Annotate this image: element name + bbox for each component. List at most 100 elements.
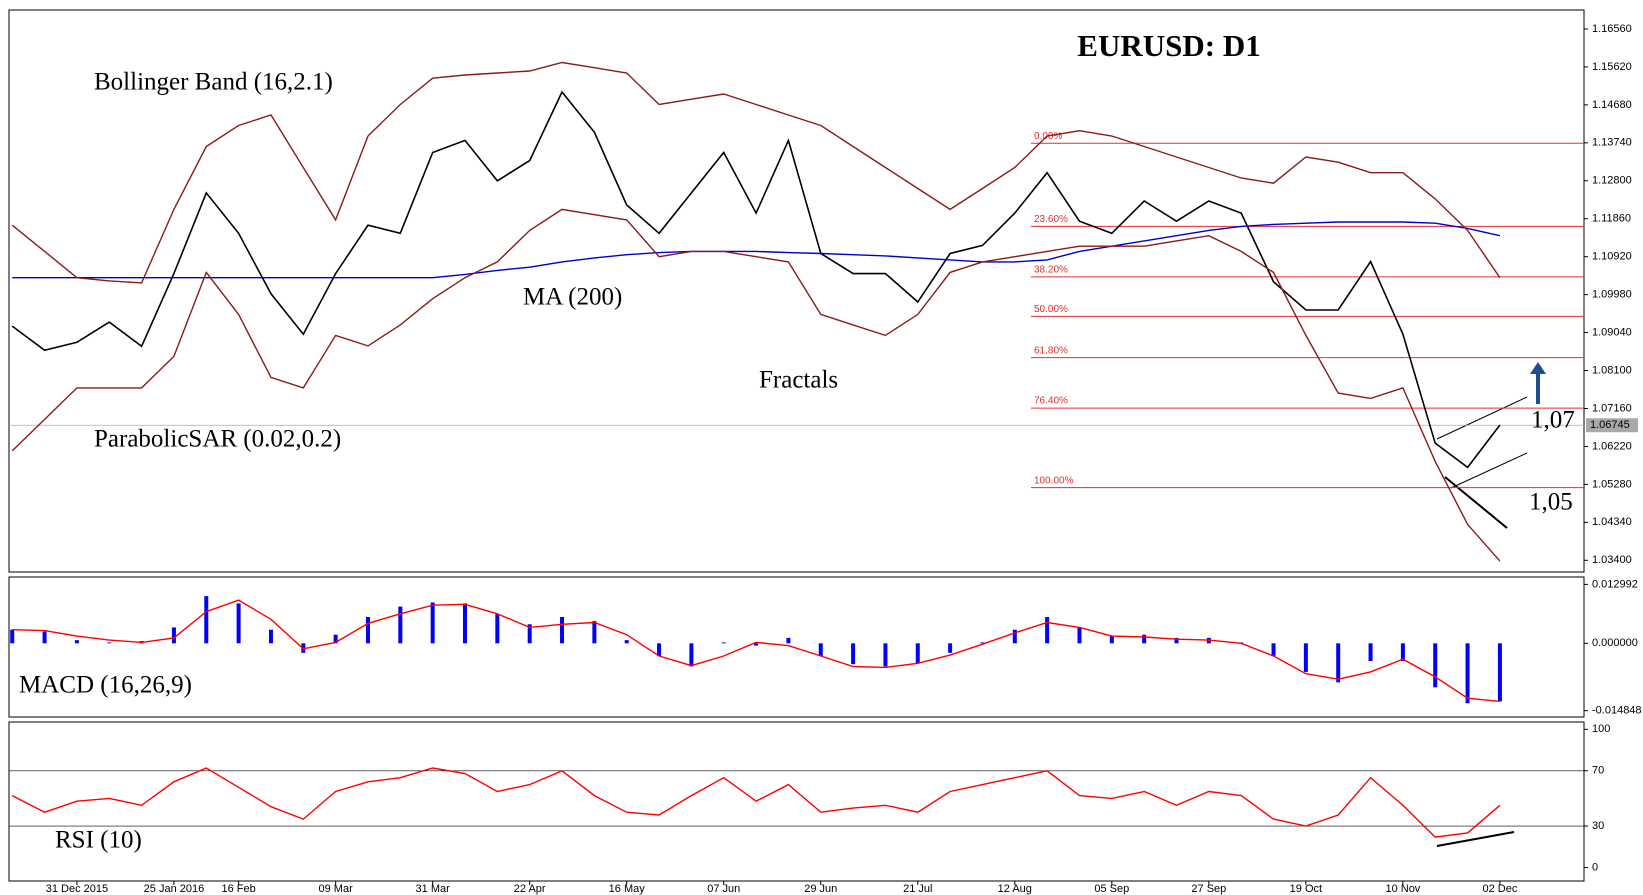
histogram-bar <box>883 643 888 667</box>
x-tick-label: 27 Sep <box>1191 883 1226 895</box>
x-tick-label: 25 Jan 2016 <box>144 883 205 895</box>
histogram-bar <box>495 613 500 644</box>
histogram-bar <box>1174 637 1179 644</box>
histogram-bar <box>560 617 565 644</box>
histogram-bar <box>1400 643 1405 662</box>
histogram-bar <box>398 606 403 644</box>
histogram-bar <box>1045 617 1050 644</box>
y-tick-label: 1.05280 <box>1592 478 1632 490</box>
y-tick-label: 30 <box>1592 820 1604 832</box>
fib-label: 100.00% <box>1034 475 1074 486</box>
x-tick-label: 12 Aug <box>998 883 1032 895</box>
histogram-bar <box>10 629 15 644</box>
channel-upper <box>1436 396 1528 440</box>
histogram-bar <box>1303 643 1308 672</box>
y-tick-label: 1.12800 <box>1592 175 1632 187</box>
histogram-bar <box>1368 643 1373 662</box>
x-tick-label: 19 Oct <box>1290 883 1322 895</box>
histogram-bar <box>1077 627 1082 644</box>
y-tick-label: 1.14680 <box>1592 99 1632 111</box>
annotation: Fractals <box>759 367 838 394</box>
y-tick-label: 100 <box>1592 723 1610 735</box>
channel-lower <box>1450 452 1528 489</box>
y-tick-label: 0.012992 <box>1592 578 1638 590</box>
series-line <box>11 90 1501 469</box>
histogram-bar <box>1142 634 1147 644</box>
histogram-bar <box>818 643 823 657</box>
panel-frame <box>8 9 1585 573</box>
panel-title: RSI (10) <box>55 827 142 854</box>
y-tick-label: -0.014848 <box>1592 705 1642 717</box>
histogram-bar <box>1109 636 1114 644</box>
histogram-bar <box>333 634 338 644</box>
x-tick-label: 02 Dec <box>1482 883 1517 895</box>
fib-label: 50.00% <box>1034 304 1068 315</box>
annotation: 1,05 <box>1529 489 1573 516</box>
annotation: ParabolicSAR (0.02,0.2) <box>94 426 341 453</box>
y-tick-label: 0.000000 <box>1592 637 1638 649</box>
histogram-bar <box>948 643 953 653</box>
histogram-bar <box>527 624 532 644</box>
histogram-bar <box>624 640 629 644</box>
histogram-bar <box>786 637 791 644</box>
rsi-trend-line <box>1436 831 1515 847</box>
histogram-bar <box>171 627 176 644</box>
y-tick-label: 1.04340 <box>1592 516 1632 528</box>
series-line <box>11 767 1501 838</box>
panel-frame <box>8 721 1585 882</box>
fib-label: 23.60% <box>1034 214 1068 225</box>
last-price-box <box>1586 418 1638 433</box>
histogram-bar <box>42 631 47 644</box>
fib-label: 76.40% <box>1034 396 1068 407</box>
y-tick-label: 1.03400 <box>1592 554 1632 566</box>
fib-label: 61.80% <box>1034 345 1068 356</box>
histogram-bar <box>1433 643 1438 688</box>
histogram-bar <box>1271 643 1276 657</box>
last-price-label: 1.06745 <box>1590 419 1630 431</box>
x-tick-label: 05 Sep <box>1094 883 1129 895</box>
histogram-bar <box>107 642 112 644</box>
histogram-bar <box>365 617 370 644</box>
x-tick-label: 29 Jun <box>804 883 837 895</box>
annotation: MA (200) <box>523 284 622 311</box>
histogram-bar <box>463 603 468 644</box>
fib-label: 38.20% <box>1034 265 1068 276</box>
histogram-bar <box>268 629 273 644</box>
y-tick-label: 1.08100 <box>1592 364 1632 376</box>
histogram-bar <box>657 643 662 657</box>
x-tick-label: 07 Jun <box>707 883 740 895</box>
series-line <box>11 208 1501 562</box>
annotation: Bollinger Band (16,2.1) <box>94 69 333 96</box>
panel-title: MACD (16,26,9) <box>19 672 192 699</box>
histogram-bar <box>430 602 435 644</box>
annotation: 1,07 <box>1531 407 1575 434</box>
histogram-bar <box>592 621 597 644</box>
y-tick-label: 1.13740 <box>1592 137 1632 149</box>
series-line <box>12 599 1500 703</box>
y-tick-label: 1.09980 <box>1592 289 1632 301</box>
series-line <box>11 61 1501 284</box>
histogram-bar <box>721 642 726 644</box>
y-tick-label: 1.06220 <box>1592 440 1632 452</box>
x-tick-label: 10 Nov <box>1385 883 1420 895</box>
y-tick-label: 70 <box>1592 765 1604 777</box>
x-tick-label: 31 Mar <box>416 883 451 895</box>
x-tick-label: 22 Apr <box>514 883 546 895</box>
histogram-bar <box>204 596 209 644</box>
y-tick-label: 0 <box>1592 861 1598 873</box>
x-tick-label: 09 Mar <box>319 883 354 895</box>
y-tick-label: 1.09040 <box>1592 326 1632 338</box>
x-tick-label: 21 Jul <box>903 883 932 895</box>
y-tick-label: 1.16560 <box>1592 23 1632 35</box>
histogram-bar <box>1465 643 1470 704</box>
panel-frame <box>8 576 1585 718</box>
histogram-bar <box>1497 643 1502 702</box>
histogram-bar <box>1336 643 1341 683</box>
x-tick-label: 16 May <box>609 883 646 895</box>
arrow-head <box>1530 362 1546 374</box>
histogram-bar <box>980 642 985 644</box>
y-tick-label: 1.11860 <box>1592 213 1631 225</box>
